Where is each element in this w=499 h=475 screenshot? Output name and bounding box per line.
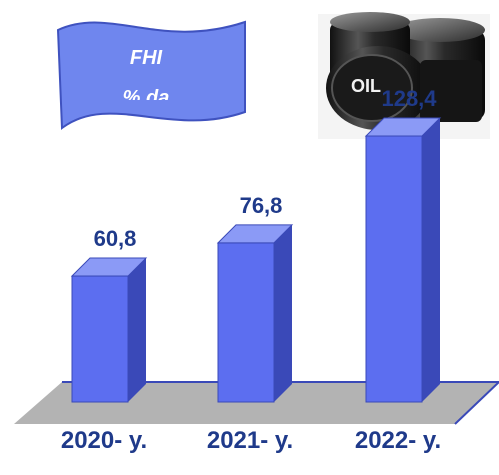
bar-3: 128,4 2022- y. [355,86,442,454]
bar-front-face [365,135,423,403]
bar-top-face [364,117,442,137]
bar-side-face [274,224,292,402]
bar-top-face [216,224,294,244]
bar-2: 76,8 2021- y. [207,193,294,454]
bar-1: 60,8 2020- y. [61,226,148,454]
value-label: 60,8 [94,226,137,251]
banner-shape [56,20,246,130]
oil-barrels-image: OIL [318,12,490,139]
bar-side-face [128,258,146,402]
bar-front-face [71,275,129,403]
bar-front-face [217,242,275,403]
banner-line1: FHI [130,47,163,69]
bars-layer: 60,8 2020- y. 76,8 2021- y. 128,4 2022- y. [61,86,442,454]
bar-top-face [70,257,148,277]
category-label: 2021- y. [207,427,293,454]
value-label: 128,4 [381,86,437,111]
category-label: 2020- y. [61,427,147,454]
oil-label: OIL [351,76,381,96]
category-label: 2022- y. [355,427,441,454]
value-label: 76,8 [240,193,283,218]
bar-side-face [422,118,440,403]
banner-line2: % da [123,87,170,109]
title-banner: FHI % da [56,20,246,130]
